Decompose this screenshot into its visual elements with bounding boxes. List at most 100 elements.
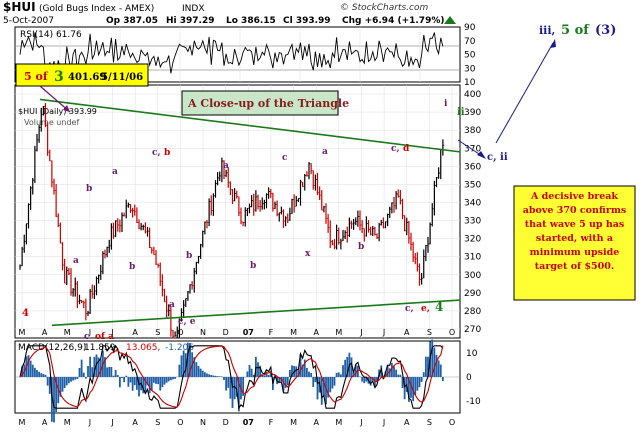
macd-hist-bar [261, 374, 264, 377]
macd-hist-bar [174, 377, 177, 379]
macd-hist-bar [265, 371, 268, 377]
wave-ii-label: ii [457, 107, 465, 118]
macd-hist-bar [110, 366, 113, 377]
wave-c-e-label: c, e [178, 317, 196, 327]
macd-hist-bar [157, 377, 160, 385]
macd-hist-bar [420, 377, 423, 382]
macd-hist-bar [325, 377, 327, 405]
macd-hist-bar [169, 377, 172, 381]
macd-hist-bar [297, 368, 300, 377]
macd-hist-bar [208, 374, 211, 377]
price-tick-label: 350 [464, 180, 481, 190]
price-tick-label: 360 [464, 162, 481, 172]
macd-hist-bar [27, 355, 30, 377]
macd-hist-bar [67, 377, 70, 384]
macd-hist-bar [165, 377, 168, 383]
macd-hist-bar [212, 375, 215, 377]
macd-hist-bar [376, 377, 378, 381]
macd-hist-bar [410, 377, 412, 398]
ii-pointer [457, 139, 483, 157]
macd-hist-bar [44, 374, 47, 377]
price-tick-label: 280 [464, 307, 481, 317]
macd-hist-bar [437, 360, 440, 377]
symbol: $HUI [3, 0, 36, 14]
macd-hist-bar [339, 374, 342, 377]
macd-hist-bar [155, 377, 157, 384]
price-axis: 4003903803703603503403303203103002902802… [464, 90, 481, 335]
quote-low: Lo 386.15 [226, 16, 276, 26]
rsi-line [19, 32, 444, 75]
wave-a2-label: a [112, 167, 118, 177]
macd-hist-bar [72, 377, 75, 381]
rsi-tick-label: 50 [464, 51, 476, 61]
macd-hist-bar [180, 355, 183, 377]
price-tick-label: 380 [464, 126, 481, 136]
wave-b4-label: b [250, 261, 256, 271]
bottom-month-label: J [110, 418, 113, 427]
wave-a-label: a [73, 256, 79, 266]
macd-hist-bar [316, 377, 319, 400]
macd-hist-bar [397, 374, 400, 377]
macd-hist-bar [346, 356, 349, 377]
macd-hist-bar [48, 377, 51, 394]
macd-hist-bar [373, 377, 376, 387]
macd-hist-bar [125, 375, 128, 377]
macd-hist-bar [159, 377, 162, 391]
macd-value-3: -1.206 [165, 343, 194, 353]
macd-hist-bar [407, 377, 410, 402]
macd-hist-bar [310, 373, 313, 377]
wave-c5-label: c, [391, 144, 400, 154]
macd-hist-bar [142, 377, 145, 394]
month-tick-label: J [110, 328, 113, 337]
macd-hist-bar [42, 374, 45, 377]
macd-hist-bar [93, 356, 96, 377]
macd-hist-bar [418, 377, 421, 388]
macd-hist-bar [89, 356, 92, 377]
macd-hist-bar [267, 374, 270, 377]
macd-hist-bar [186, 342, 189, 377]
wave-of-a-label: of a [95, 332, 114, 342]
macd-hist-bar [439, 364, 442, 377]
macd-hist-bar [250, 368, 253, 377]
macd-hist-bar [344, 359, 347, 377]
macd-hist-bar [284, 377, 287, 388]
macd-hist-bar [288, 369, 291, 377]
title-text: A Close-up of the Triangle [187, 97, 349, 110]
bottom-month-label: O [177, 418, 183, 427]
macd-signal-line [19, 345, 444, 408]
macd-tick-label: 0 [466, 373, 472, 383]
macd-hist-bar [184, 353, 187, 377]
macd-hist-bar [333, 377, 336, 386]
macd-hist-bar [365, 377, 368, 382]
macd-hist-bar [395, 369, 398, 377]
title-box [181, 90, 339, 116]
macd-tick-label: -10 [466, 397, 481, 407]
label-c-ii: c, ii [487, 152, 508, 163]
month-tick-label: S [155, 328, 160, 337]
macd-hist-bar [248, 364, 251, 377]
price-tick-label: 310 [464, 253, 481, 263]
wave-4b-label: 4 [435, 300, 443, 314]
macd-hist-bar [38, 371, 41, 377]
bottom-month-label: A [404, 418, 410, 427]
bottom-month-label: M [290, 418, 297, 427]
bottom-month-label: D [223, 418, 229, 427]
macd-hist-bar [322, 377, 325, 396]
price-bars [19, 103, 445, 339]
macd-hist-bar [161, 377, 164, 388]
macd-hist-bar [144, 377, 147, 394]
wave-b3-label: b [186, 251, 192, 261]
macd-hist-bar [414, 377, 417, 396]
wave-d-label: d [403, 144, 410, 154]
month-tick-label: A [404, 328, 410, 337]
macd-hist-bar [335, 372, 338, 377]
lower-trendline [51, 299, 461, 327]
wave-c-label: c [84, 332, 90, 342]
macd-hist-bar [216, 376, 219, 377]
macd-hist-bar [269, 370, 272, 377]
macd-hist-bar [356, 365, 359, 377]
macd-hist-bar [286, 377, 289, 386]
callout-prefix: 5 of [24, 70, 49, 83]
macd-hist-bar [55, 377, 58, 412]
count-5of: 5 of [561, 23, 590, 38]
